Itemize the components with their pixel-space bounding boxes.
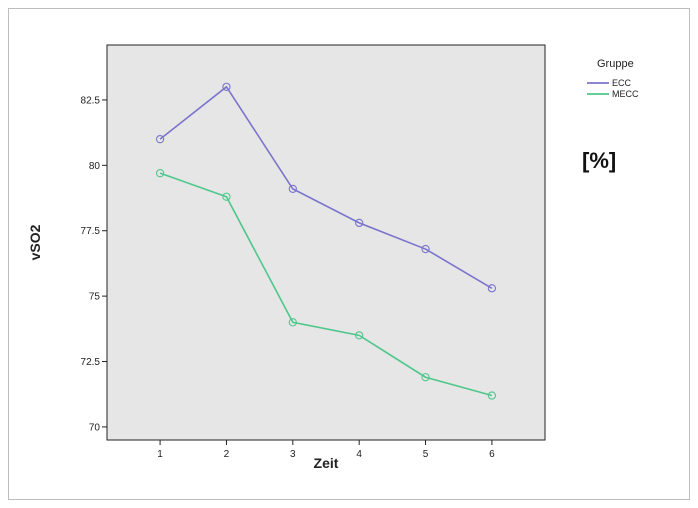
x-axis: 1 2 3 4 5 6 bbox=[157, 440, 495, 460]
data-point-mecc bbox=[487, 391, 497, 400]
x-tick-label: 5 bbox=[423, 449, 429, 460]
data-point-ecc bbox=[487, 284, 497, 293]
data-point-ecc bbox=[155, 135, 165, 144]
x-axis-title: Zeit bbox=[314, 455, 339, 471]
data-point-mecc bbox=[421, 373, 430, 382]
y-tick-label: 72.5 bbox=[81, 357, 101, 368]
y-tick-label: 70 bbox=[89, 422, 101, 433]
x-tick-label: 3 bbox=[290, 449, 296, 460]
data-point-ecc bbox=[421, 244, 430, 254]
y-tick-label: 75 bbox=[89, 292, 101, 303]
plot-area bbox=[106, 44, 546, 441]
x-tick-label: 2 bbox=[224, 449, 230, 460]
data-point-mecc bbox=[222, 192, 231, 201]
x-tick-label: 4 bbox=[356, 449, 362, 460]
legend-label-ecc: ECC bbox=[612, 78, 632, 88]
data-point-mecc bbox=[155, 169, 165, 178]
x-tick-label: 6 bbox=[489, 449, 495, 460]
series-layer bbox=[155, 82, 497, 400]
data-point-mecc bbox=[355, 331, 364, 340]
y-tick-label: 80 bbox=[89, 161, 101, 172]
data-point-ecc bbox=[288, 184, 297, 194]
series-line-ecc bbox=[159, 85, 493, 289]
legend-title: Gruppe bbox=[597, 58, 634, 70]
data-point-ecc bbox=[222, 82, 231, 92]
x-tick-label: 1 bbox=[157, 449, 163, 460]
series-line-mecc bbox=[159, 172, 493, 397]
y-tick-label: 77.5 bbox=[81, 226, 101, 237]
legend-label-mecc: MECC bbox=[612, 89, 639, 99]
data-point-mecc bbox=[288, 318, 297, 327]
y-tick-label: 82.5 bbox=[81, 95, 101, 106]
y-axis: 70 72.5 75 77.5 80 82.5 bbox=[81, 95, 107, 433]
unit-annotation: [%] bbox=[582, 148, 616, 173]
y-axis-title: vSO2 bbox=[27, 224, 43, 260]
data-point-ecc bbox=[355, 218, 364, 228]
